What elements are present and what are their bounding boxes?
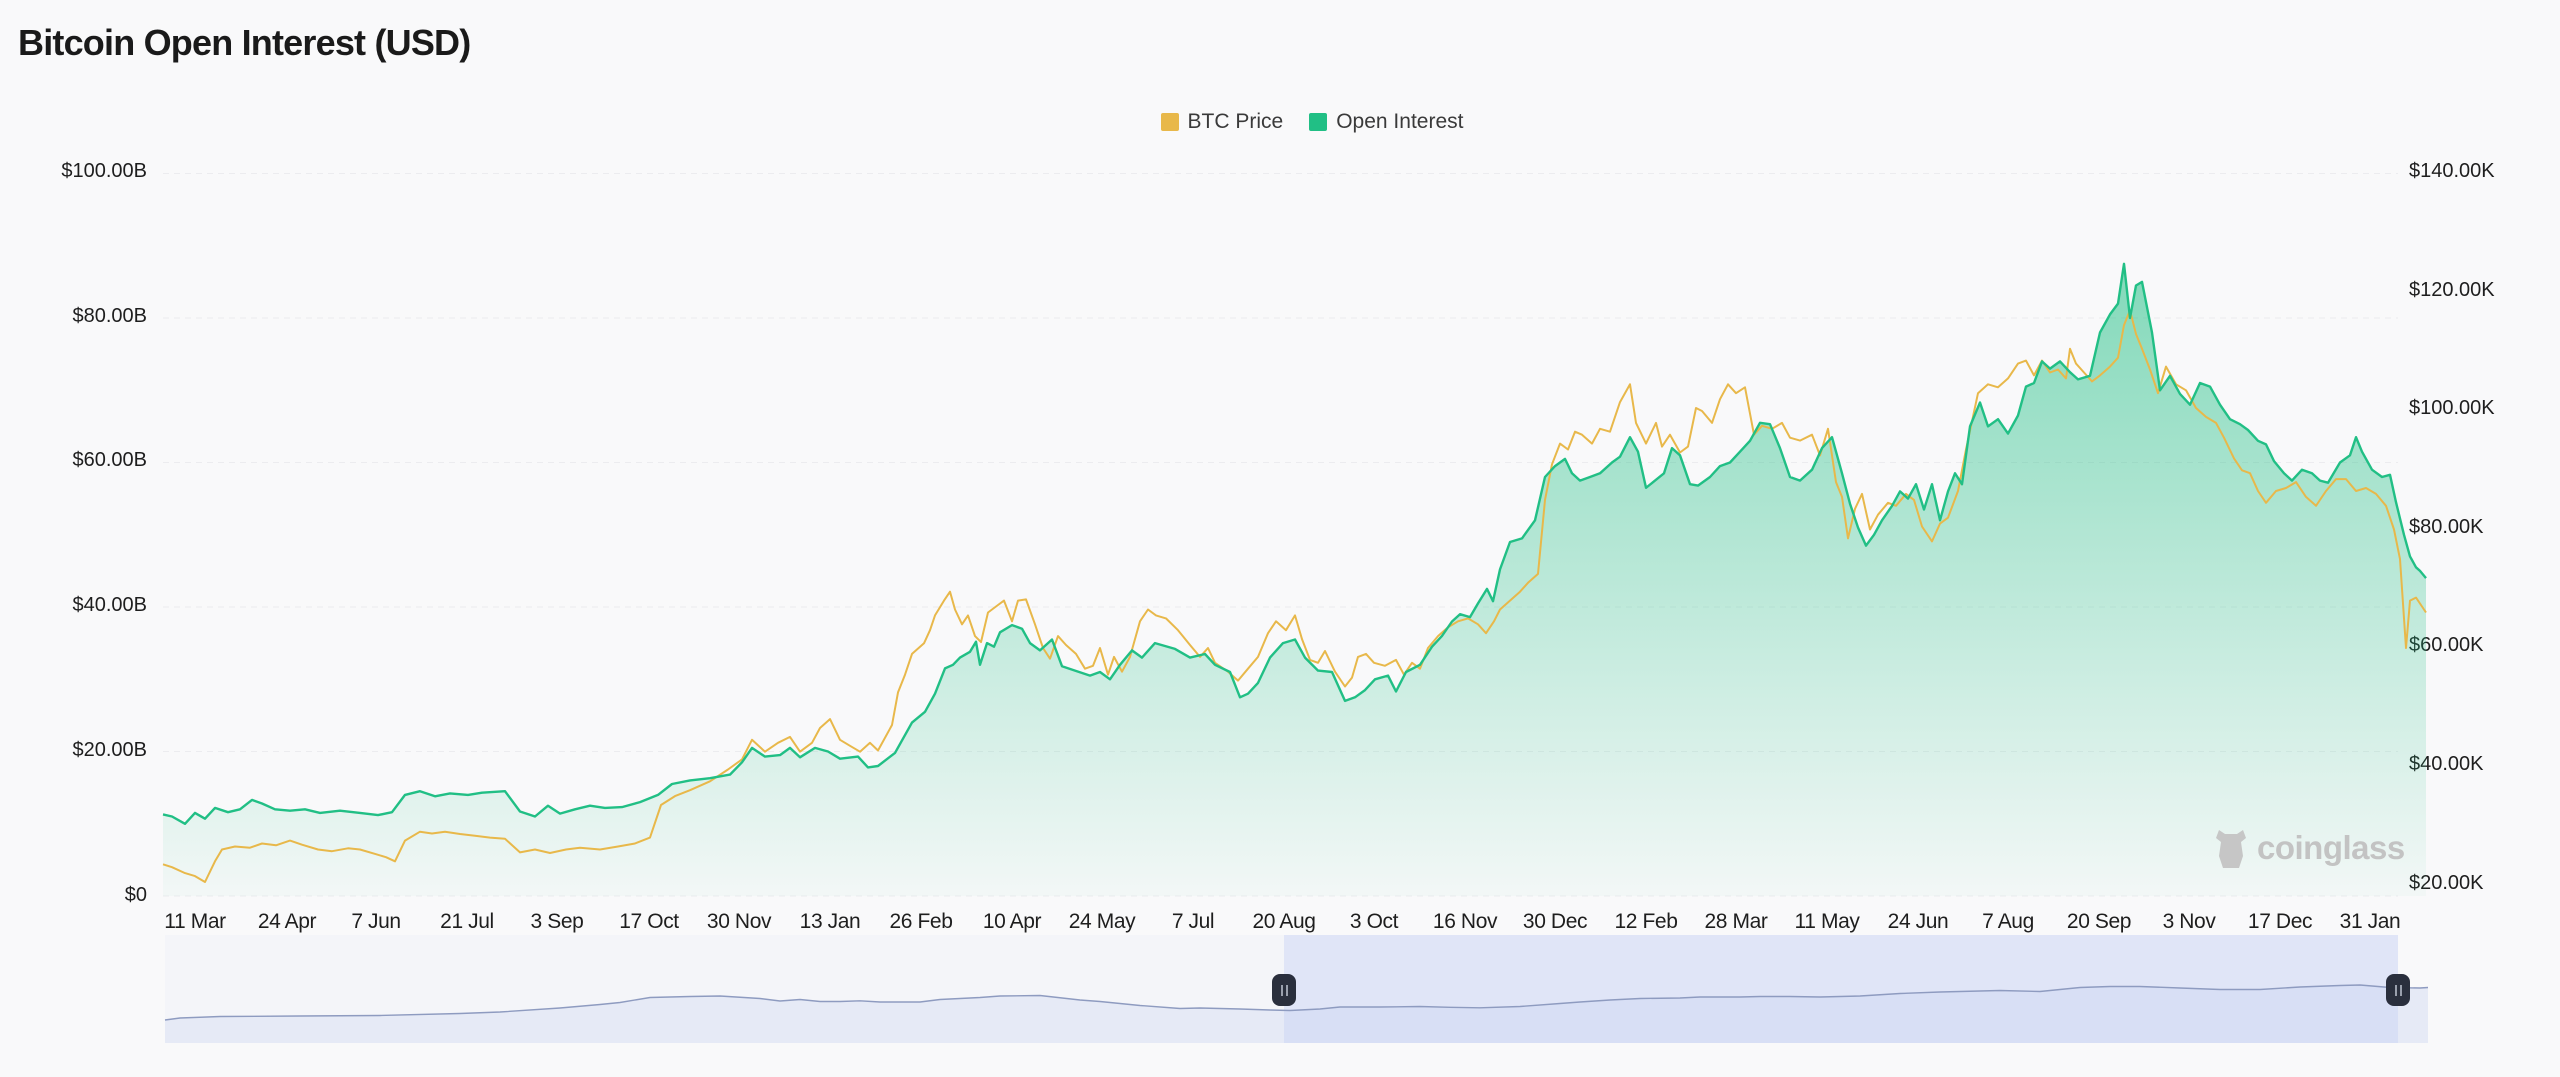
x-axis-tick: 7 Jun — [351, 910, 401, 933]
left-axis-tick: $60.00B — [72, 449, 147, 471]
open-interest-area — [163, 263, 2426, 896]
right-axis-tick: $100.00K — [2409, 397, 2495, 419]
x-axis-tick: 30 Dec — [1522, 910, 1588, 933]
x-axis-tick: 20 Sep — [2066, 910, 2132, 933]
x-axis-tick: 12 Feb — [1614, 910, 1678, 933]
left-axis-tick: $100.00B — [61, 160, 147, 182]
legend-item-open-interest[interactable]: Open Interest — [1309, 110, 1463, 134]
btc-price-swatch-icon — [1160, 113, 1179, 131]
left-axis-tick: $40.00B — [72, 594, 147, 616]
x-axis-tick: 26 Feb — [889, 910, 953, 933]
x-axis-tick: 31 Jan — [2339, 910, 2401, 933]
coinglass-logo-icon — [2216, 830, 2246, 868]
right-axis-tick: $120.00K — [2409, 279, 2495, 301]
navigator-left-handle[interactable] — [1272, 974, 1296, 1006]
chart-title: Bitcoin Open Interest (USD) — [18, 22, 471, 63]
x-axis-tick: 24 May — [1068, 910, 1136, 933]
x-axis-tick: 24 Apr — [257, 910, 317, 933]
x-axis-tick: 17 Oct — [619, 910, 679, 933]
x-axis-tick: 7 Aug — [1982, 910, 2034, 933]
x-axis-tick: 17 Dec — [2247, 910, 2313, 933]
navigator-area — [165, 985, 2428, 1043]
x-axis-tick: 16 Nov — [1432, 910, 1498, 933]
x-axis-tick: 3 Sep — [530, 910, 584, 933]
legend-label-btc-price: BTC Price — [1187, 110, 1284, 133]
x-axis-tick: 13 Jan — [799, 910, 861, 933]
chart-legend: BTC Price Open Interest — [0, 110, 2560, 134]
left-axis-tick: $80.00B — [72, 305, 147, 327]
right-axis-tick: $40.00K — [2409, 753, 2484, 775]
navigator-right-handle[interactable] — [2386, 974, 2410, 1006]
x-axis-tick: 7 Jul — [1171, 910, 1215, 933]
x-axis-tick: 11 Mar — [164, 910, 226, 933]
right-axis-tick: $80.00K — [2409, 516, 2484, 538]
x-axis-tick: 10 Apr — [982, 910, 1042, 933]
right-axis-tick: $20.00K — [2409, 872, 2484, 894]
open-interest-line — [162, 262, 2427, 825]
range-navigator[interactable] — [164, 935, 2429, 1043]
x-axis-tick: 24 Jun — [1887, 910, 1949, 933]
legend-label-open-interest: Open Interest — [1336, 110, 1464, 133]
legend-item-btc-price[interactable]: BTC Price — [1160, 110, 1284, 134]
right-axis-tick: $60.00K — [2409, 634, 2484, 656]
x-axis-tick: 30 Nov — [706, 910, 772, 933]
x-axis-tick: 28 Mar — [1704, 910, 1768, 933]
left-axis-tick: $0 — [124, 884, 147, 906]
right-axis-tick: $140.00K — [2409, 160, 2495, 182]
coinglass-watermark: coinglass — [2213, 826, 2405, 870]
left-axis-tick: $20.00B — [72, 739, 147, 761]
navigator-line — [164, 984, 2429, 1021]
x-axis-tick: 20 Aug — [1252, 910, 1316, 933]
x-axis-tick: 3 Oct — [1349, 910, 1399, 933]
watermark-text: coinglass — [2257, 829, 2405, 866]
x-axis-tick: 21 Jul — [440, 910, 494, 933]
open-interest-swatch-icon — [1309, 113, 1328, 131]
x-axis-tick: 3 Nov — [2162, 910, 2216, 933]
x-axis-tick: 11 May — [1794, 910, 1860, 933]
